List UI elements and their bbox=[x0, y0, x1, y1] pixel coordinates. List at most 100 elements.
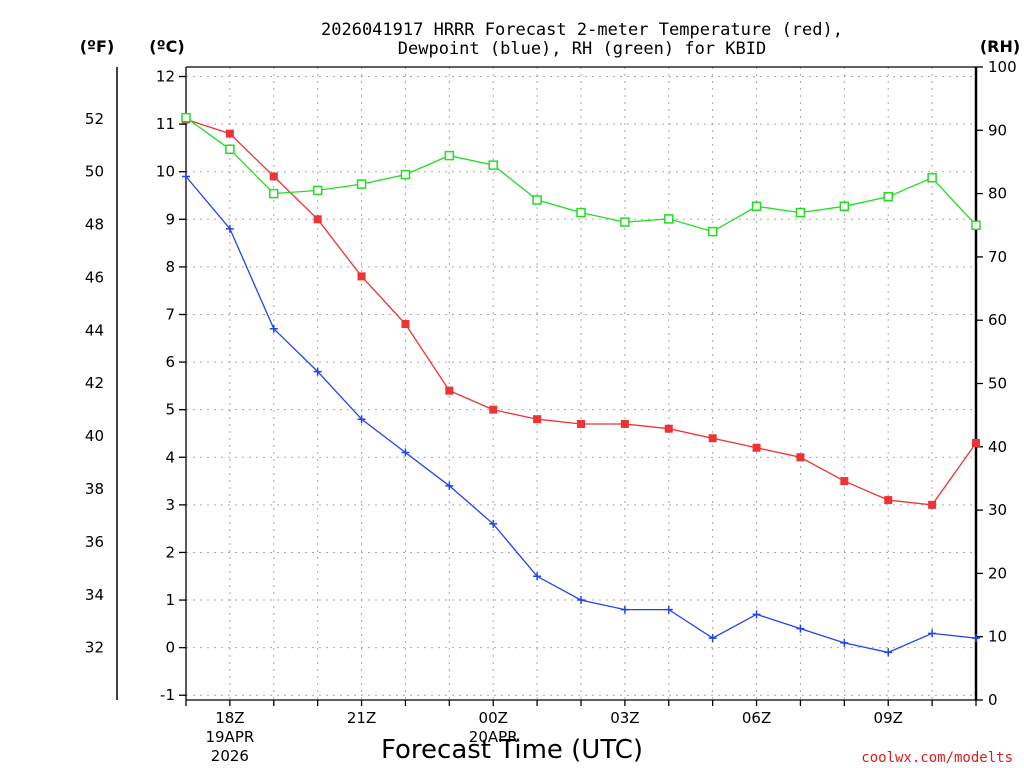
dewpoint-point bbox=[884, 648, 893, 657]
rh-tick-label: 0 bbox=[988, 691, 998, 709]
chart-title-line-1: 2026041917 HRRR Forecast 2-meter Tempera… bbox=[321, 20, 843, 40]
celsius-tick-label: 12 bbox=[156, 68, 175, 86]
dewpoint-point bbox=[664, 605, 673, 614]
celsius-tick-label: 6 bbox=[165, 353, 175, 371]
temperature-point bbox=[620, 419, 629, 428]
grid-lines bbox=[186, 67, 976, 700]
x-tick-year: 2026 bbox=[211, 747, 249, 765]
dewpoint-point bbox=[620, 605, 629, 614]
rh-point bbox=[312, 185, 323, 196]
rh-unit-label: (RH) bbox=[980, 37, 1020, 56]
chart-title-line-2: Dewpoint (blue), RH (green) for KBID bbox=[398, 39, 766, 59]
temperature-point bbox=[445, 386, 454, 395]
celsius-unit-label: (ºC) bbox=[149, 37, 184, 56]
temperature-point bbox=[840, 477, 849, 486]
dewpoint-point bbox=[928, 629, 937, 638]
celsius-tick-label: 0 bbox=[165, 639, 175, 657]
credit-text: coolwx.com/modelts bbox=[861, 750, 1013, 766]
dewpoint-point bbox=[796, 624, 805, 633]
rh-point bbox=[664, 214, 674, 224]
rh-tick-label: 80 bbox=[988, 185, 1007, 203]
x-tick-label: 06Z bbox=[742, 709, 771, 727]
celsius-tick-label: 4 bbox=[165, 448, 175, 466]
dewpoint-point bbox=[182, 172, 190, 181]
temperature-point bbox=[313, 215, 322, 224]
fahrenheit-tick-label: 52 bbox=[85, 110, 104, 128]
temperature-point bbox=[357, 272, 366, 281]
rh-tick-label: 50 bbox=[988, 375, 1007, 393]
rh-point bbox=[620, 217, 630, 227]
x-tick-label: 03Z bbox=[610, 709, 639, 727]
celsius-tick-label: 5 bbox=[165, 401, 175, 419]
celsius-tick-label: 8 bbox=[165, 258, 175, 276]
x-tick-date: 19APR bbox=[205, 728, 254, 746]
fahrenheit-tick-label: 50 bbox=[85, 163, 104, 181]
rh-point bbox=[400, 169, 411, 180]
rh-point bbox=[181, 112, 191, 123]
temperature-point bbox=[752, 443, 761, 452]
rh-point bbox=[927, 173, 937, 183]
rh-tick-label: 70 bbox=[988, 248, 1007, 266]
rh-tick-label: 30 bbox=[988, 501, 1007, 519]
dewpoint-point bbox=[533, 572, 542, 581]
rh-tick-label: 10 bbox=[988, 628, 1007, 646]
dewpoint-point bbox=[225, 224, 234, 233]
x-tick-label: 21Z bbox=[347, 709, 376, 727]
dewpoint-point bbox=[972, 634, 980, 643]
rh-point bbox=[444, 150, 455, 161]
celsius-tick-label: 9 bbox=[165, 210, 175, 228]
x-tick-label: 09Z bbox=[874, 709, 903, 727]
dewpoint-point bbox=[752, 610, 761, 619]
temperature-point bbox=[489, 405, 498, 414]
dewpoint-point bbox=[489, 519, 498, 528]
x-tick-label: 18Z bbox=[215, 709, 244, 727]
temperature-point bbox=[796, 453, 805, 462]
fahrenheit-tick-label: 32 bbox=[85, 639, 104, 657]
dewpoint-line bbox=[185, 176, 977, 654]
dewpoint-point bbox=[445, 481, 454, 490]
temperature-point bbox=[533, 415, 542, 424]
dewpoint-point bbox=[708, 634, 717, 643]
temperature-point bbox=[972, 438, 980, 447]
dewpoint-point bbox=[357, 415, 366, 424]
celsius-tick-label: 11 bbox=[156, 115, 175, 133]
celsius-tick-label: 7 bbox=[165, 305, 175, 323]
rh-tick-label: 40 bbox=[988, 438, 1007, 456]
dewpoint-point bbox=[401, 448, 410, 457]
series-layer bbox=[181, 112, 981, 657]
celsius-tick-label: 10 bbox=[156, 163, 175, 181]
celsius-tick-label: -1 bbox=[160, 686, 175, 704]
temperature-point bbox=[225, 129, 234, 138]
rh-point bbox=[488, 160, 498, 170]
fahrenheit-unit-label: (ºF) bbox=[80, 37, 115, 56]
dewpoint-point bbox=[269, 324, 278, 333]
dewpoint-point bbox=[840, 638, 849, 647]
celsius-tick-label: 3 bbox=[165, 496, 175, 514]
celsius-tick-label: 1 bbox=[165, 591, 175, 609]
fahrenheit-tick-label: 48 bbox=[85, 216, 104, 234]
x-axis-label: Forecast Time (UTC) bbox=[381, 735, 643, 765]
rh-point bbox=[225, 144, 235, 155]
x-tick-label: 00Z bbox=[479, 709, 508, 727]
rh-point bbox=[532, 195, 542, 205]
temperature-point bbox=[884, 496, 893, 505]
rh-tick-label: 20 bbox=[988, 564, 1007, 582]
temperature-point bbox=[401, 320, 410, 329]
temperature-point bbox=[269, 172, 278, 181]
dewpoint-point bbox=[577, 596, 585, 605]
celsius-tick-label: 2 bbox=[165, 543, 175, 561]
fahrenheit-tick-label: 36 bbox=[85, 533, 104, 551]
temperature-point bbox=[577, 419, 585, 428]
rh-tick-label: 100 bbox=[988, 58, 1017, 76]
fahrenheit-tick-label: 44 bbox=[85, 321, 104, 339]
rh-point bbox=[356, 179, 367, 189]
rh-point bbox=[707, 226, 718, 237]
fahrenheit-tick-label: 34 bbox=[85, 586, 104, 604]
dewpoint-point bbox=[313, 367, 322, 376]
fahrenheit-tick-label: 40 bbox=[85, 427, 104, 445]
rh-point bbox=[839, 201, 850, 212]
rh-point bbox=[883, 192, 893, 202]
rh-point bbox=[269, 188, 279, 199]
